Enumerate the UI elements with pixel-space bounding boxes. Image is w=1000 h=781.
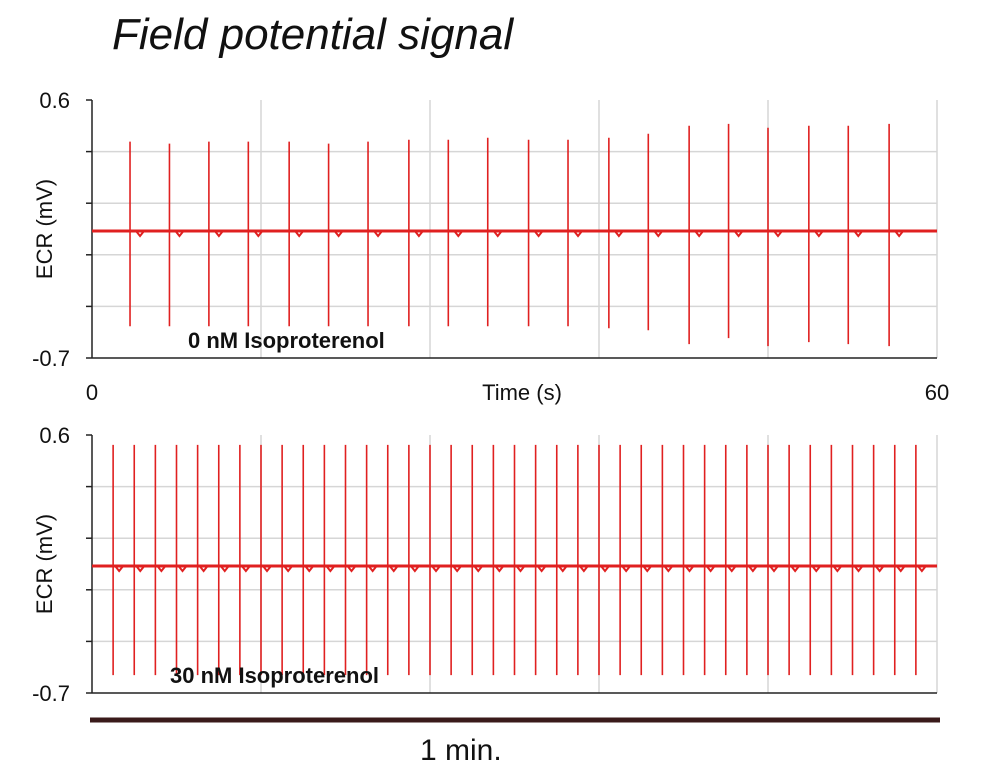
trace-blip [894,230,904,238]
trace-blip [769,565,779,573]
trace-blip [773,230,783,238]
trace-blip [135,565,146,573]
trace-blip [515,565,526,573]
trace-blip [811,565,822,573]
trace-blip [684,565,695,573]
y-axis-title: ECR (mV) [32,179,57,279]
trace-blip [156,565,167,573]
trace-blip [294,230,304,238]
trace-blip [414,230,424,238]
y-tick-label-bottom: -0.7 [32,681,70,706]
trace-blip [473,565,484,573]
trace-blip [325,565,336,573]
figure-title: Field potential signal [112,10,514,59]
trace-blip [214,230,224,238]
trace-blip [410,565,420,573]
y-axis-title: ECR (mV) [32,514,57,614]
trace-blip [832,565,843,573]
trace-blip [304,565,315,573]
trace-blip [748,565,758,573]
trace-blip [573,230,583,238]
trace-blip [726,565,737,573]
trace-blip [452,565,462,573]
x-axis-title: Time (s) [482,380,562,405]
trace-blip [114,565,124,573]
trace-blip [694,230,704,238]
y-tick-label-bottom: -0.7 [32,346,70,371]
trace-blip [733,230,744,238]
trace-blip [388,565,399,573]
trace-blip [557,565,568,573]
trace-blip [917,565,927,573]
trace-blip [853,230,864,238]
trace-blip [241,565,251,573]
trace-blip [533,230,544,238]
panel-annotation: 0 nM Isoproterenol [188,328,385,353]
trace-blip [895,565,906,573]
trace-blip [663,565,674,573]
trace-blip [283,565,293,573]
y-tick-label-top: 0.6 [39,423,70,448]
trace-blip [621,565,631,573]
panel-annotation: 30 nM Isoproterenol [170,663,379,688]
y-tick-label-top: 0.6 [39,88,70,113]
trace-blip [874,565,885,573]
trace-blip [600,565,610,573]
trace-blip [492,230,503,238]
trace-blip [346,565,357,573]
trace-blip [333,230,344,238]
panel-0nm: 0.6 -0.7 ECR (mV) 0 60 Time (s) 0 nM Isoproter… [32,88,949,405]
trace-blip [373,230,383,238]
scale-bar-label: 1 min. [420,734,502,767]
trace-blip [177,565,188,573]
trace-blip [653,230,664,238]
trace-blip [135,230,145,238]
trace-blip [453,230,464,238]
trace-blip [253,230,264,238]
trace-blip [219,565,230,573]
trace-blip [367,565,378,573]
x-tick-label-start: 0 [86,380,98,405]
trace-blip [198,565,209,573]
trace-blip [614,230,624,238]
trace-blip [262,565,272,573]
trace-blip [814,230,824,238]
trace-blip [790,565,800,573]
trace-blip [174,230,185,238]
x-tick-label-end: 60 [925,380,949,405]
trace-blip [705,565,716,573]
trace-blip [431,565,441,573]
trace-blip [579,565,589,573]
trace-blip [642,565,653,573]
trace-blip [853,565,864,573]
trace-blip [536,565,547,573]
panel-30nm: 0.6 -0.7 ECR (mV) 30 nM Isoproterenol [32,423,938,706]
trace-blip [494,565,505,573]
